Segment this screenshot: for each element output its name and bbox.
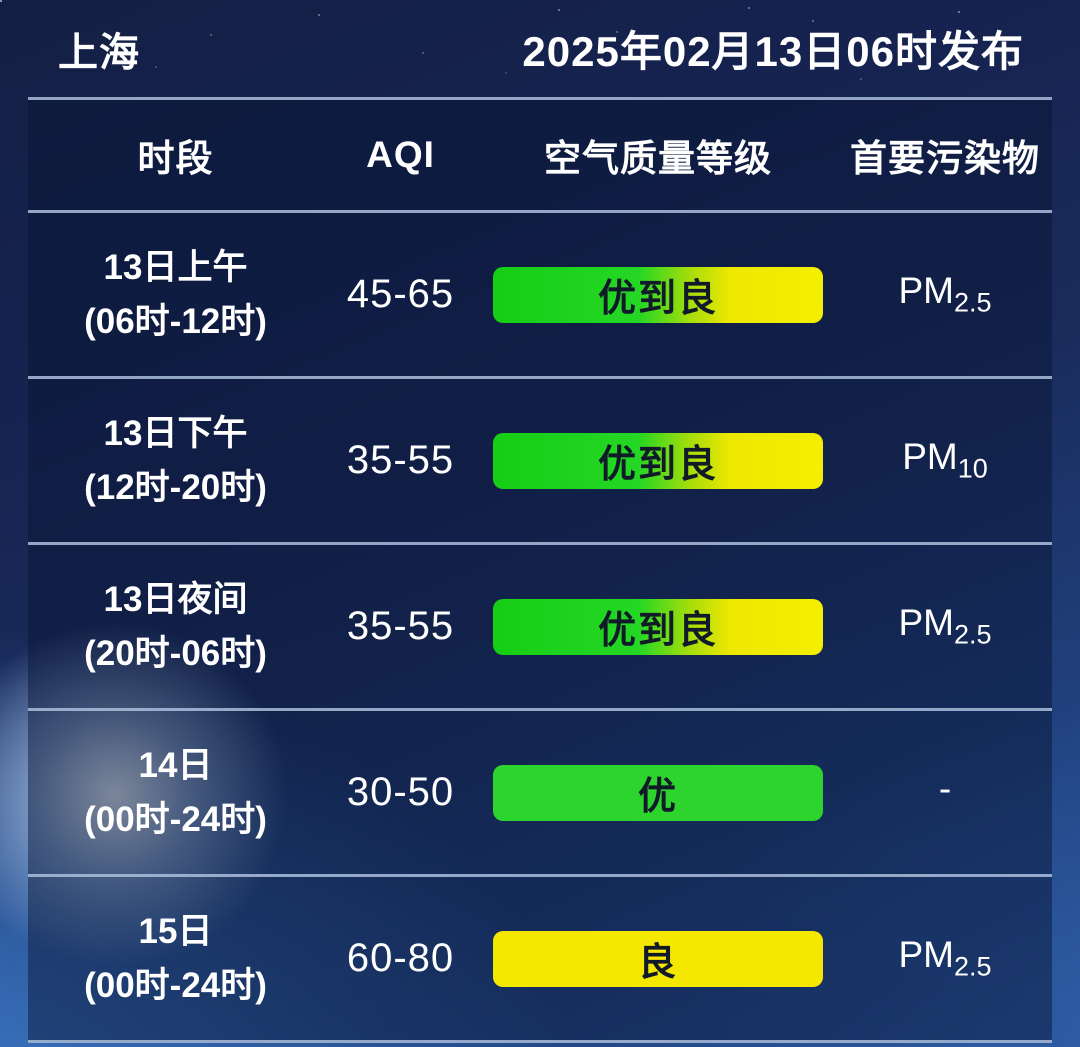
pollutant-name: PM <box>902 436 958 478</box>
pollutant-subscript: 2.5 <box>953 951 992 982</box>
forecast-table: 时段 AQI 空气质量等级 首要污染物 13日上午 (06时-12时) 45-6… <box>28 97 1052 1043</box>
period-label: 15日 <box>138 911 213 951</box>
period-cell: 14日 (00时-24时) <box>28 739 323 847</box>
pollutant-name: PM <box>898 270 954 312</box>
pollutant-subscript: 2.5 <box>953 619 992 650</box>
level-label: 优到良 <box>597 444 718 486</box>
period-cell: 13日下午 (12时-20时) <box>28 407 323 515</box>
table-row: 13日下午 (12时-20时) 35-55 优到良 PM10 <box>28 376 1052 542</box>
level-cell: 优到良 <box>478 266 838 323</box>
table-row: 13日上午 (06时-12时) 45-65 优到良 PM2.5 <box>28 210 1052 376</box>
pollutant-name: PM <box>898 934 954 976</box>
pollutant-cell: PM2.5 <box>838 934 1052 982</box>
level-badge: 优到良 <box>493 266 823 323</box>
level-cell: 优到良 <box>478 432 838 489</box>
level-badge: 优到良 <box>493 598 823 655</box>
level-badge: 良 <box>493 930 823 987</box>
period-hours: (12时-20时) <box>84 467 267 507</box>
table-header-row: 时段 AQI 空气质量等级 首要污染物 <box>28 100 1052 210</box>
pollutant-name: - <box>938 768 952 810</box>
pollutant-name: PM <box>898 602 954 644</box>
pollutant-cell: - <box>838 768 1052 816</box>
pollutant-cell: PM2.5 <box>838 270 1052 318</box>
level-badge: 优到良 <box>493 432 823 489</box>
title-bar: 上海 2025年02月13日06时发布 <box>58 0 1024 97</box>
period-label: 14日 <box>138 745 213 785</box>
aqi-range: 35-55 <box>346 438 455 482</box>
aqi-range: 60-80 <box>346 936 455 980</box>
period-label: 13日夜间 <box>103 579 248 619</box>
star-field-decoration <box>0 0 2 2</box>
period-label: 13日下午 <box>103 413 248 453</box>
pollutant-subscript: 2.5 <box>953 287 992 318</box>
level-label: 优到良 <box>597 610 718 652</box>
period-hours: (00时-24时) <box>84 965 267 1005</box>
pollutant-cell: PM2.5 <box>838 602 1052 650</box>
table-row: 13日夜间 (20时-06时) 35-55 优到良 PM2.5 <box>28 542 1052 708</box>
period-hours: (00时-24时) <box>84 799 267 839</box>
aqi-range: 45-65 <box>346 272 455 316</box>
period-hours: (06时-12时) <box>84 301 267 341</box>
period-hours: (20时-06时) <box>84 633 267 673</box>
level-cell: 良 <box>478 930 838 987</box>
period-cell: 13日夜间 (20时-06时) <box>28 573 323 681</box>
aqi-range: 30-50 <box>346 770 455 814</box>
city-title: 上海 <box>58 30 140 75</box>
level-label: 优 <box>637 776 678 818</box>
pollutant-subscript: 10 <box>957 453 988 484</box>
column-header-period: 时段 <box>137 138 214 179</box>
table-row: 14日 (00时-24时) 30-50 优 - <box>28 708 1052 874</box>
period-cell: 15日 (00时-24时) <box>28 905 323 1013</box>
level-label: 良 <box>637 942 678 984</box>
column-header-level: 空气质量等级 <box>544 138 772 179</box>
aqi-range: 35-55 <box>346 604 455 648</box>
level-badge: 优 <box>493 764 823 821</box>
level-cell: 优 <box>478 764 838 821</box>
publish-time: 2025年02月13日06时发布 <box>522 28 1024 75</box>
column-header-aqi: AQI <box>366 134 435 175</box>
pollutant-cell: PM10 <box>838 436 1052 484</box>
period-label: 13日上午 <box>103 247 248 287</box>
level-label: 优到良 <box>597 278 718 320</box>
period-cell: 13日上午 (06时-12时) <box>28 241 323 349</box>
level-cell: 优到良 <box>478 598 838 655</box>
table-row: 15日 (00时-24时) 60-80 良 PM2.5 <box>28 874 1052 1040</box>
column-header-pollutant: 首要污染物 <box>850 138 1040 179</box>
